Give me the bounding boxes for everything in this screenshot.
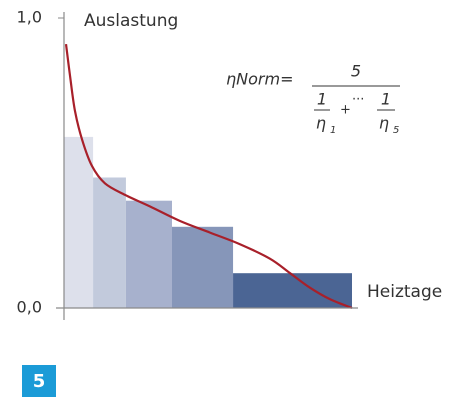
- y-axis-label: Auslastung: [84, 11, 178, 31]
- term-numerator: 1: [317, 90, 327, 109]
- bar: [64, 136, 94, 308]
- term-subscript: 5: [393, 125, 399, 136]
- formula-numerator: 5: [351, 62, 361, 81]
- formula-dots: ···: [352, 93, 364, 108]
- bar: [125, 200, 172, 308]
- term-denominator: η: [379, 114, 389, 133]
- plot-area: [64, 43, 353, 310]
- term-numerator: 1: [381, 90, 391, 109]
- formula: ηNorm= 5 1 η 1 + ··· 1 η 5: [226, 62, 400, 136]
- x-axis-label: Heiztage: [367, 282, 442, 302]
- term-denominator: η: [316, 114, 326, 133]
- term-subscript: 1: [330, 125, 336, 136]
- figure-badge: [22, 365, 56, 397]
- y-tick-label: 1,0: [17, 8, 42, 27]
- figure-label: 5: [33, 371, 46, 392]
- formula-plus: +: [340, 103, 351, 118]
- bar: [172, 226, 234, 308]
- formula-lhs: ηNorm=: [226, 70, 293, 89]
- y-tick-label: 0,0: [17, 298, 42, 317]
- bar: [233, 273, 352, 308]
- bar: [93, 177, 126, 308]
- curve: [64, 43, 353, 310]
